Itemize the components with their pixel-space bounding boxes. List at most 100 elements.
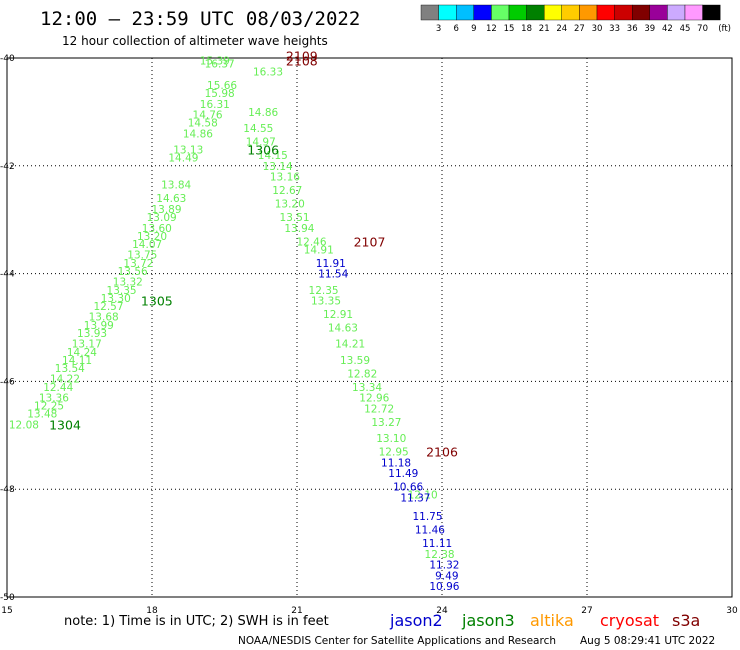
- data-point-jason3: 16.31: [200, 99, 230, 111]
- color-scale-label: 15: [504, 24, 515, 34]
- data-point-jason3: 12.57: [93, 301, 123, 313]
- data-point-jason3: 14.24: [67, 347, 97, 359]
- data-point-jason2: 9.49: [435, 570, 458, 582]
- data-point-jason2: 11.75: [412, 511, 442, 523]
- data-point-jason3: 13.27: [371, 417, 401, 429]
- data-point-jason3: 13.17: [72, 339, 102, 351]
- data-point-jason2: 11.46: [415, 525, 445, 537]
- data-point-jason3: 12.35: [309, 285, 339, 297]
- data-point-jason3: 13.99: [84, 320, 114, 332]
- data-point-jason3: 12.44: [43, 382, 73, 394]
- data-point-jason2: 11.18: [381, 457, 411, 469]
- footer-timestamp: Aug 5 08:29:41 UTC 2022: [580, 635, 715, 647]
- footer-note: note: 1) Time is in UTC; 2) SWH is in fe…: [64, 614, 329, 629]
- color-swatch: [473, 4, 492, 21]
- data-point-jason3: 13.51: [280, 212, 310, 224]
- y-tick-label: -50: [0, 593, 15, 603]
- color-swatch: [561, 4, 580, 21]
- color-swatch: [544, 4, 563, 21]
- data-point-jason2: 11.49: [388, 468, 418, 480]
- data-point-jason3: 14.55: [243, 123, 273, 135]
- data-point-jason3: 14.22: [50, 374, 80, 386]
- data-point-jason3: 14.63: [328, 323, 358, 335]
- data-point-jason3: 13.59: [340, 355, 370, 367]
- data-point-jason3: 14.63: [156, 193, 186, 205]
- page-title: 12:00 — 23:59 UTC 08/03/2022: [40, 8, 360, 30]
- data-point-jason3: 12.91: [323, 309, 353, 321]
- data-point-jason3: 12.38: [425, 549, 455, 561]
- data-point-jason3: 13.84: [161, 180, 191, 192]
- data-point-jason3: 13.89: [151, 204, 181, 216]
- data-point-jason3: 13.20: [137, 231, 167, 243]
- data-point-jason3: 13.56: [118, 266, 148, 278]
- color-swatch: [702, 4, 721, 21]
- data-point-jason3: 13.60: [142, 223, 172, 235]
- data-point-jason2: 11.37: [400, 492, 430, 504]
- data-point-jason3: 14.97: [246, 137, 276, 149]
- y-tick-label: -46: [0, 377, 15, 387]
- color-scale-unit: (ft): [718, 24, 731, 34]
- data-point-jason3: 13.36: [39, 393, 69, 405]
- color-scale-label: 42: [662, 24, 673, 34]
- color-scale-label: 18: [521, 24, 532, 34]
- color-scale-label: 3: [436, 24, 441, 34]
- grid-lines: [7, 58, 732, 597]
- data-point-jason3: 15.98: [205, 88, 235, 100]
- color-swatch: [684, 4, 703, 21]
- track-label: 2106: [426, 444, 458, 459]
- track-label: 2109: [286, 48, 318, 63]
- data-point-jason3: 15.66: [207, 80, 237, 92]
- satellite-legend-jason2: jason2: [389, 611, 443, 630]
- data-point-jason3: 14.86: [248, 107, 278, 119]
- color-swatch: [456, 4, 475, 21]
- data-point-jason3: 13.35: [311, 296, 341, 308]
- x-tick-label: 18: [146, 606, 158, 616]
- data-point-jason3: 16.33: [253, 66, 283, 78]
- data-point-jason3: 15.39: [200, 56, 230, 68]
- data-point-jason3: 13.94: [284, 223, 314, 235]
- x-tick-label: 24: [436, 606, 448, 616]
- data-point-jason2: 10.96: [429, 581, 459, 593]
- track-label: 1304: [49, 418, 81, 433]
- x-tick-label: 15: [1, 606, 12, 616]
- track-label: 2107: [354, 234, 386, 249]
- data-point-jason3: 14.15: [258, 150, 288, 162]
- color-scale-label: 27: [574, 24, 585, 34]
- data-point-jason3: 13.68: [89, 312, 119, 324]
- data-point-jason3: 16.37: [205, 58, 235, 70]
- color-scale-label: 9: [471, 24, 476, 34]
- page-subtitle: 12 hour collection of altimeter wave hei…: [62, 34, 328, 48]
- satellite-legend-jason3: jason3: [461, 611, 515, 630]
- color-scale-label: 12: [486, 24, 497, 34]
- data-point-jason3: 12.08: [9, 420, 39, 432]
- color-swatch: [649, 4, 668, 21]
- data-point-jason3: 12.72: [364, 403, 394, 415]
- track-label: 2108: [286, 54, 318, 69]
- color-swatch: [491, 4, 510, 21]
- track-label: 1306: [247, 143, 279, 158]
- color-scale-label: 6: [453, 24, 458, 34]
- data-point-jason2: 11.32: [429, 560, 459, 572]
- y-tick-label: -40: [0, 54, 15, 64]
- color-scale-label: 70: [697, 24, 708, 34]
- data-point-jason3: 14.21: [335, 339, 365, 351]
- footer-credit: NOAA/NESDIS Center for Satellite Applica…: [238, 635, 556, 647]
- x-tick-label: 27: [581, 606, 592, 616]
- data-point-jason3: 12.67: [272, 185, 302, 197]
- color-scale-label: 33: [609, 24, 620, 34]
- color-scale-label: 39: [644, 24, 655, 34]
- y-axis-ticks: -40 -42 -44 -46 -48 -50: [0, 54, 15, 603]
- data-point-jason3: 13.10: [376, 433, 406, 445]
- data-point-jason3: 14.07: [132, 239, 162, 251]
- data-point-jason3: 14.11: [62, 355, 92, 367]
- color-scale-label: 21: [539, 24, 550, 34]
- color-swatch: [579, 4, 598, 21]
- satellite-legend-cryosat: cryosat: [600, 611, 659, 630]
- data-point-jason3: 13.35: [107, 285, 137, 297]
- color-swatch: [438, 4, 457, 21]
- x-tick-label: 30: [726, 606, 738, 616]
- color-scale-label: 36: [627, 24, 638, 34]
- data-point-jason3: 14.91: [304, 244, 334, 256]
- data-point-jason3: 13.93: [77, 328, 107, 340]
